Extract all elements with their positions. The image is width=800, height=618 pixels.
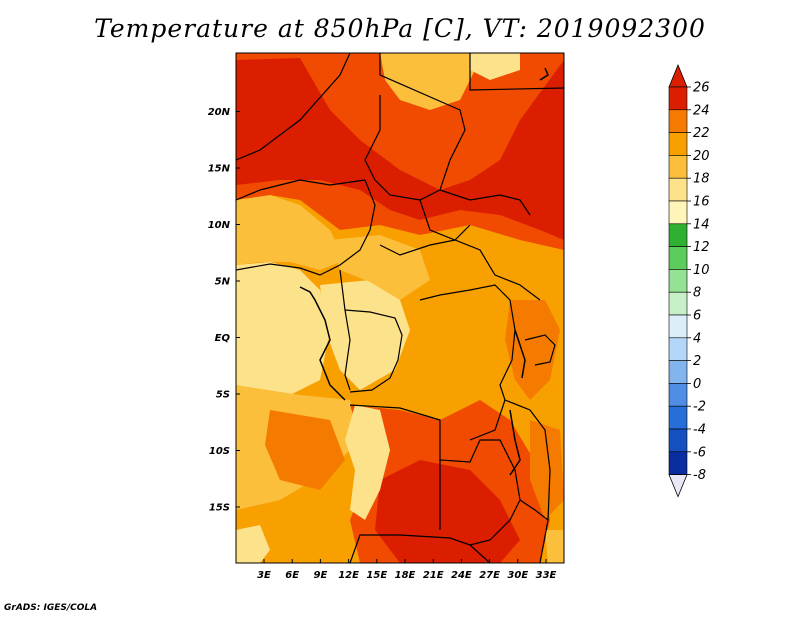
colorbar-label: 2 [693, 354, 701, 369]
lon-tick-label: 33E [536, 570, 557, 581]
colorbar-bottom-arrow [668, 474, 688, 498]
lon-tick-label: 27E [479, 570, 500, 581]
colorbar-swatch [668, 291, 688, 316]
lon-tick-label: 9E [314, 570, 328, 581]
lon-tick-label: 21E [423, 570, 444, 581]
colorbar-label: 10 [693, 263, 710, 278]
lon-tick-label: 24E [451, 570, 472, 581]
colorbar-label: -4 [693, 423, 706, 438]
lon-tick-label: 15E [366, 570, 387, 581]
latitude-axis: 20N 15N 10N 5N EQ 5S 10S 15S [208, 107, 240, 514]
lon-tick-label: 18E [395, 570, 416, 581]
lon-tick-label: 30E [507, 570, 528, 581]
colorbar-swatch [668, 155, 688, 179]
lat-tick-label: 15S [209, 503, 230, 514]
longitude-axis: 3E 6E 9E 12E 15E 18E 21E 24E 27E 30E 33E [257, 559, 557, 581]
colorbar-label: 6 [693, 309, 701, 324]
colorbar-swatch [668, 360, 688, 384]
colorbar-swatch [668, 314, 688, 339]
colorbar-swatch [668, 109, 688, 133]
colorbar-label: 20 [693, 149, 710, 164]
colorbar-label: 0 [693, 377, 701, 392]
lat-tick-label: 5S [216, 390, 230, 401]
colorbar-swatch [668, 223, 688, 247]
lat-tick-label: 10N [208, 220, 231, 231]
lat-tick-label: EQ [215, 333, 231, 344]
colorbar-label: 14 [693, 217, 710, 232]
colorbar-label: 8 [693, 286, 701, 301]
colorbar-label: 18 [693, 172, 710, 187]
colorbar-label: 16 [693, 195, 710, 210]
colorbar-label: 24 [693, 103, 710, 118]
credit-text: GrADS: IGES/COLA [4, 603, 98, 613]
colorbar-label: -8 [693, 468, 706, 483]
colorbar-swatch [668, 428, 688, 453]
lon-tick-label: 6E [285, 570, 299, 581]
colorbar-label: -2 [693, 400, 706, 415]
map-title: Temperature at 850hPa [C], VT: 201909230… [94, 14, 706, 43]
colorbar-label: 4 [693, 331, 701, 346]
temperature-fill [236, 53, 564, 563]
colorbar-swatch [668, 451, 688, 475]
colorbar-top-arrow [668, 63, 688, 88]
lon-tick-label: 3E [257, 570, 271, 581]
coastline-water [299, 67, 549, 476]
colorbar-swatch [668, 200, 688, 225]
colorbar-swatch [668, 246, 688, 270]
lat-tick-label: 20N [208, 107, 231, 118]
colorbar-swatch [668, 269, 688, 293]
colorbar-swatch [668, 132, 688, 156]
colorbar-swatch [668, 405, 688, 430]
colorbar-swatch [668, 383, 688, 407]
map-frame [235, 52, 565, 564]
colorbar-label: -6 [693, 445, 706, 460]
lat-tick-label: 15N [208, 164, 231, 175]
lat-tick-label: 10S [209, 446, 230, 457]
colorbar-swatch [668, 177, 688, 202]
colorbar-swatch [668, 337, 688, 361]
colorbar-label: 26 [693, 81, 710, 96]
lon-tick-label: 12E [338, 570, 359, 581]
lat-tick-label: 5N [215, 277, 231, 288]
colorbar-swatch [668, 86, 688, 111]
colorbar-label: 22 [693, 126, 710, 141]
colorbar-label: 12 [693, 240, 710, 255]
